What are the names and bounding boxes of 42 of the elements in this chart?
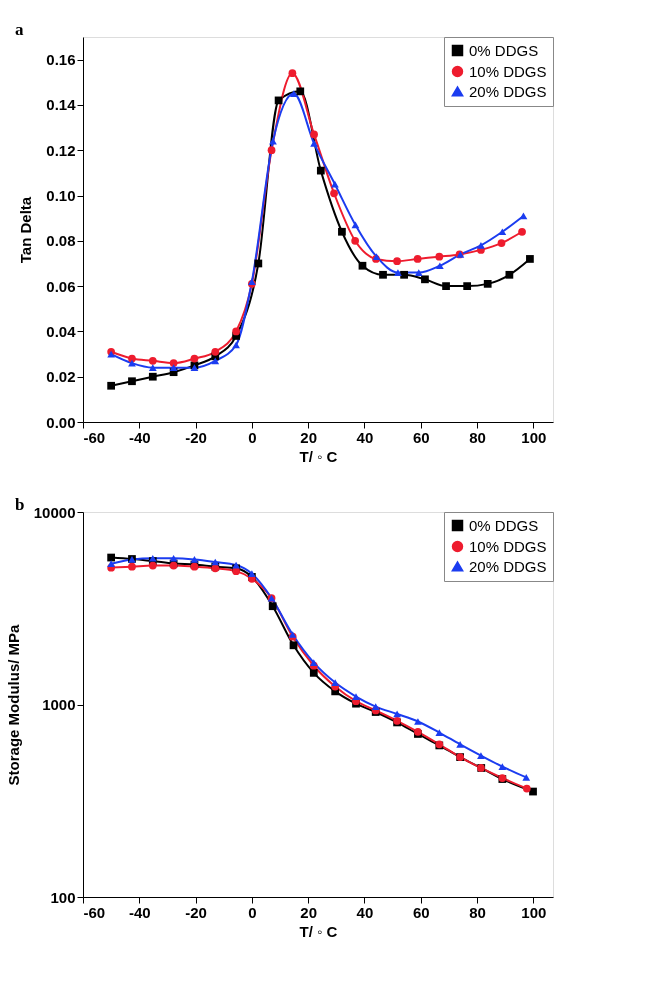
x-tick-label: -40 <box>128 903 151 921</box>
x-tick-label: 80 <box>469 903 486 921</box>
y-tick-label: 10000 <box>33 503 76 521</box>
legend-label: 10% DDGS <box>469 537 547 555</box>
x-tick-label: 100 <box>521 903 547 921</box>
y-tick-label: 0.10 <box>46 187 76 205</box>
x-tick-label: 100 <box>521 428 547 446</box>
legend-label: 0% DDGS <box>469 41 539 59</box>
y-axis-title: Storage Modulus/ MPa <box>4 623 22 786</box>
y-tick-label: 0.06 <box>46 277 76 295</box>
legend-label: 10% DDGS <box>469 62 547 80</box>
y-tick-label: 0.16 <box>46 51 76 69</box>
y-tick-label: 0.02 <box>46 368 76 386</box>
x-tick-label: 20 <box>300 428 317 446</box>
x-tick-label: 20 <box>300 903 317 921</box>
y-tick-label: 0.12 <box>46 141 76 159</box>
x-tick-label: -40 <box>128 428 151 446</box>
text: a <box>15 20 24 39</box>
x-tick-label: 60 <box>412 428 430 446</box>
y-tick-label: 100 <box>50 888 76 906</box>
x-tick-label: 40 <box>356 903 374 921</box>
x-tick-label: 80 <box>469 428 486 446</box>
x-tick-label: 0 <box>248 903 257 921</box>
legend-label: 0% DDGS <box>469 516 539 534</box>
y-tick-label: 1000 <box>42 696 76 713</box>
legend-label: 20% DDGS <box>469 557 547 575</box>
x-tick-label: -60 <box>83 428 106 446</box>
x-tick-label: 40 <box>356 428 374 446</box>
x-tick-label: 60 <box>412 903 430 921</box>
text: b <box>15 495 25 514</box>
legend-label: 20% DDGS <box>469 82 547 100</box>
y-tick-label: 0.14 <box>46 96 77 114</box>
y-axis-title: Tan Delta <box>17 196 35 264</box>
y-tick-label: 0.04 <box>46 322 77 340</box>
x-tick-label: -20 <box>185 428 207 446</box>
x-tick-label: -20 <box>185 903 207 921</box>
x-axis-title: T/ ◦ C <box>299 447 338 465</box>
y-tick-label: 0.08 <box>46 232 76 250</box>
x-axis-title: T/ ◦ C <box>299 922 338 940</box>
x-tick-label: 0 <box>248 428 257 446</box>
y-tick-label: 0.00 <box>46 413 76 431</box>
x-tick-label: -60 <box>83 903 106 921</box>
